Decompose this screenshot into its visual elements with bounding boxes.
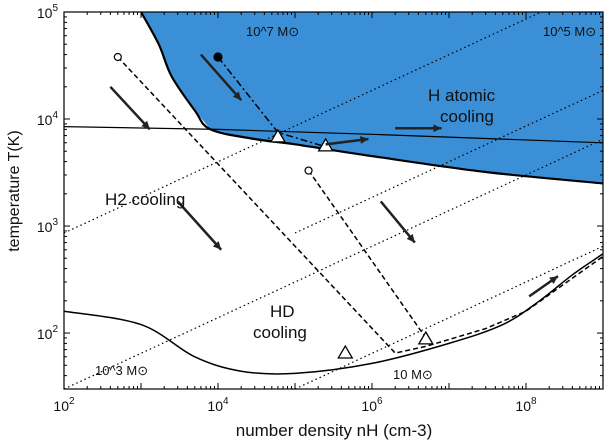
direction-arrowhead-5 <box>433 124 442 133</box>
x-axis-label: number density nH (cm-3) <box>236 421 433 440</box>
y-tick-label-1-base: 10 <box>37 219 53 235</box>
x-tick-label-2-exp: 6 <box>377 396 383 407</box>
y-tick-label-3-base: 10 <box>37 5 53 21</box>
y-tick-label-1-exp: 3 <box>52 217 58 228</box>
x-tick-label-1: 104 <box>207 396 229 414</box>
direction-arrowhead-6 <box>549 276 558 285</box>
triangle-marker-3 <box>417 330 434 345</box>
markers-layer <box>113 52 434 359</box>
y-tick-label-0: 102 <box>37 324 59 342</box>
direction-arrow-3 <box>379 200 416 244</box>
atomic-region-boundary <box>140 12 603 185</box>
atomic-cooling-region-layer <box>140 12 603 185</box>
x-tick-label-2: 106 <box>361 396 383 414</box>
arrows-layer <box>109 53 559 298</box>
hd-cooling-label-line2: cooling <box>253 323 307 342</box>
jeans-mass-lines-layer <box>64 12 603 389</box>
direction-arrow-2 <box>176 200 223 251</box>
y-tick-label-0-exp: 2 <box>52 324 58 335</box>
direction-arrowhead-2 <box>212 241 222 250</box>
h2-cooling-label: H2 cooling <box>105 190 185 209</box>
atomic-region-label-line2: cooling <box>440 107 494 126</box>
x-tick-label-3: 108 <box>515 396 537 414</box>
y-tick-label-0-base: 10 <box>37 326 53 342</box>
axes-frame <box>63 11 604 390</box>
jeans-label-1e7: 10^7 M⊙ <box>246 24 299 39</box>
axes-frame-layer <box>63 11 604 390</box>
x-tick-label-0: 102 <box>53 396 75 414</box>
direction-arrowhead-1 <box>141 120 150 130</box>
direction-arrowhead-4 <box>359 136 369 144</box>
direction-arrowhead-3 <box>406 233 415 243</box>
series-track-2 <box>117 56 603 354</box>
direction-arrow-1 <box>109 85 151 131</box>
x-tick-label-3-base: 10 <box>515 398 531 414</box>
start-marker-4 <box>213 52 223 62</box>
series-atomic-cooling-line-0 <box>64 126 603 144</box>
y-tick-label-1: 103 <box>37 217 59 235</box>
start-marker-3 <box>304 166 313 175</box>
x-tick-label-1-exp: 4 <box>223 396 229 407</box>
y-tick-label-3: 105 <box>37 3 59 21</box>
jeans-label-1e5: 10^5 M⊙ <box>543 24 596 39</box>
series-equilibrium-curve-1 <box>64 253 603 375</box>
jeans-label-1e1: 10 M⊙ <box>393 367 433 382</box>
series-track-3 <box>307 170 427 339</box>
y-tick-label-2-base: 10 <box>37 112 53 128</box>
triangle-marker-0 <box>269 128 287 143</box>
triangle-marker-2 <box>337 344 354 359</box>
x-tick-label-0-base: 10 <box>53 398 69 414</box>
x-tick-label-2-base: 10 <box>361 398 377 414</box>
x-tick-label-1-base: 10 <box>207 398 223 414</box>
y-tick-label-2: 104 <box>37 110 59 128</box>
hd-cooling-label-line1: HD <box>270 302 295 321</box>
jeans-label-1e3: 10^3 M⊙ <box>95 363 148 378</box>
jeans-line-1e1 <box>294 245 603 389</box>
y-tick-label-2-exp: 4 <box>52 110 58 121</box>
labels-layer: H atomic cooling H2 cooling HD cooling 1… <box>6 24 596 440</box>
direction-arrow-0 <box>199 53 243 101</box>
jeans-line-1e7 <box>64 12 543 234</box>
y-axis-label: temperature T(K) <box>6 130 23 252</box>
atomic-region-label-line1: H atomic <box>428 86 496 105</box>
jeans-line-1e3 <box>64 138 603 389</box>
direction-arrowhead-0 <box>232 91 242 101</box>
atomic-region-fill <box>141 12 603 184</box>
x-tick-label-0-exp: 2 <box>69 396 75 407</box>
start-marker-2 <box>113 52 122 62</box>
x-tick-label-3-exp: 8 <box>531 396 537 407</box>
y-tick-label-3-exp: 5 <box>52 3 58 14</box>
